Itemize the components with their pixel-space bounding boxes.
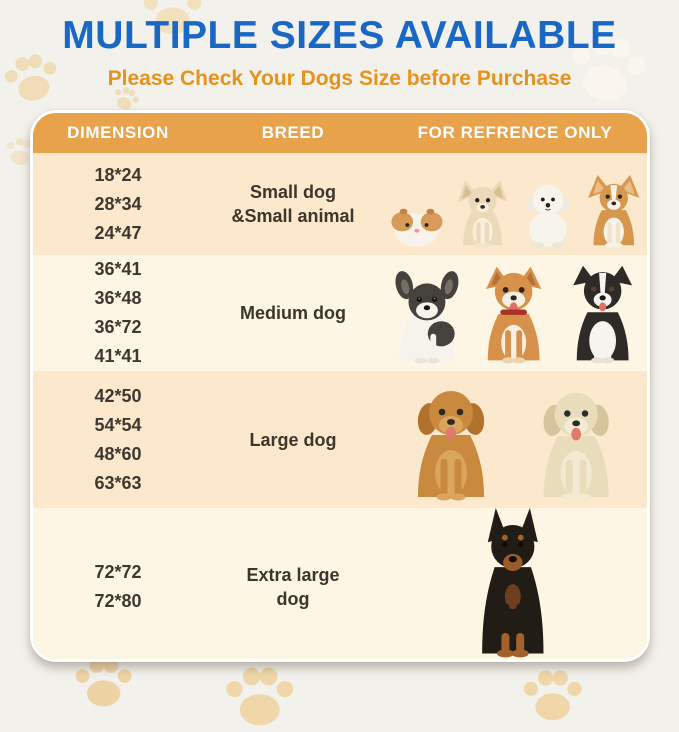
table-row-extra-large: 72*72 72*80 Extra large dog: [33, 508, 647, 659]
header-breed: BREED: [261, 123, 325, 142]
dimension-value: 36*72: [94, 317, 142, 337]
dimension-value: 41*41: [94, 346, 142, 366]
reference-cell: [383, 508, 647, 659]
dimension-cell: 72*72 72*80: [33, 558, 203, 616]
breed-label: Small dog: [249, 182, 336, 202]
dimension-cell: 42*50 54*54 48*60 63*63: [33, 382, 203, 498]
table-row-small: 18*24 28*34 24*47 Small dog &Small anima…: [33, 153, 647, 255]
dimension-value: 63*63: [94, 472, 142, 493]
dimension-value: 24*47: [94, 222, 142, 243]
breed-label: dog: [276, 588, 310, 609]
header-dimension: DIMENSION: [67, 123, 169, 142]
border-collie-image: [573, 265, 633, 364]
breed-cell: Large dog: [203, 428, 383, 452]
paw-print-icon: [222, 658, 296, 732]
chihuahua-image: [457, 180, 508, 248]
dimension-value: 72*72: [94, 561, 142, 582]
shiba-inu-image: [485, 266, 542, 364]
doberman-image: [482, 508, 544, 658]
breed-cell: Medium dog: [203, 301, 383, 325]
dimension-value: 36*48: [94, 288, 142, 308]
reference-cell: [383, 153, 647, 255]
dimension-value: 18*24: [94, 164, 142, 185]
paw-print-icon: [520, 662, 584, 726]
table-row-large: 42*50 54*54 48*60 63*63 Large dog: [33, 371, 647, 508]
table-row-medium: 36*41 36*48 36*72 41*41 Medium dog: [33, 255, 647, 371]
golden-retriever-image: [417, 391, 484, 501]
dimension-cell: 36*41 36*48 36*72 41*41: [33, 255, 203, 371]
table-header-row: DIMENSION BREED FOR REFRENCE ONLY: [33, 113, 647, 153]
corgi-image: [588, 175, 640, 248]
french-bulldog-image: [395, 271, 459, 364]
dimension-value: 72*80: [94, 590, 142, 611]
size-table: DIMENSION BREED FOR REFRENCE ONLY 18*24 …: [30, 110, 650, 662]
dimension-value: 48*60: [94, 443, 142, 464]
guinea-pig-image: [391, 208, 443, 247]
breed-cell: Small dog &Small animal: [203, 180, 383, 228]
header-reference: FOR REFRENCE ONLY: [417, 123, 613, 142]
dimension-cell: 18*24 28*34 24*47: [33, 161, 203, 248]
breed-label: Medium dog: [240, 303, 346, 323]
breed-cell: Extra large dog: [203, 563, 383, 611]
page-title: MULTIPLE SIZES AVAILABLE: [62, 14, 617, 57]
breed-label: Extra large: [246, 564, 340, 585]
dimension-value: 28*34: [94, 193, 142, 214]
labrador-image: [543, 392, 609, 501]
dimension-value: 36*41: [94, 259, 142, 279]
page-subtitle: Please Check Your Dogs Size before Purch…: [107, 67, 572, 90]
reference-cell: [383, 371, 647, 508]
dimension-value: 42*50: [94, 385, 142, 406]
heading-block: MULTIPLE SIZES AVAILABLE Please Check Yo…: [0, 14, 679, 91]
dimension-value: 54*54: [94, 414, 142, 435]
reference-cell: [383, 255, 647, 371]
breed-label: Large dog: [249, 429, 337, 450]
bichon-frise-image: [525, 184, 571, 248]
breed-label: &Small animal: [231, 206, 355, 226]
